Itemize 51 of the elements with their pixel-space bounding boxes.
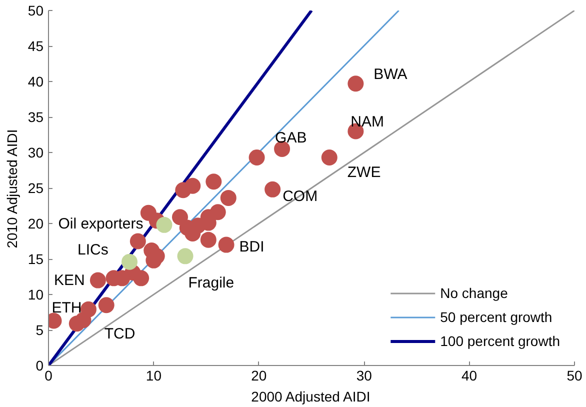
y-tick-label: 25: [28, 180, 44, 196]
annotation: Oil exporters: [58, 215, 144, 232]
y-tick-label: 45: [28, 38, 44, 54]
annotation: BWA: [374, 66, 408, 84]
point: [98, 297, 114, 314]
annotation: KEN: [54, 272, 85, 289]
x-tick-label: 50: [566, 368, 582, 384]
point: [156, 216, 172, 233]
annotation: TCD: [104, 326, 136, 343]
y-tick-label: 40: [28, 74, 44, 90]
point: [122, 254, 138, 270]
annotation: LICs: [78, 241, 108, 258]
x-tick-label: 30: [356, 368, 372, 384]
annotation: BDI: [239, 238, 264, 256]
y-tick-label: 15: [28, 251, 44, 267]
y-tick-label: 5: [36, 322, 44, 338]
y-tick-label: 35: [28, 109, 44, 125]
point: [248, 149, 265, 166]
annotation: NAM: [350, 114, 384, 131]
legend-label: 50 percent growth: [440, 309, 552, 325]
point: [172, 209, 188, 226]
point: [90, 272, 106, 288]
point: [220, 190, 236, 206]
y-tick-label: 30: [28, 144, 44, 160]
x-axis-title: 2000 Adjusted AIDI: [251, 388, 370, 404]
y-axis-title: 2010 Adjusted AIDI: [4, 129, 20, 248]
annotation: GAB: [275, 129, 307, 146]
point: [75, 312, 92, 328]
point: [348, 76, 364, 92]
x-tick-label: 20: [251, 368, 267, 384]
point: [133, 270, 150, 286]
point: [130, 233, 146, 250]
legend-label: 100 percent growth: [440, 333, 560, 349]
point: [175, 182, 192, 198]
point: [218, 236, 234, 253]
point: [200, 232, 216, 248]
point: [206, 174, 222, 190]
y-tick-label: 20: [28, 216, 44, 232]
x-tick-label: 10: [146, 368, 162, 384]
annotation: ZWE: [347, 164, 381, 181]
point: [321, 149, 338, 166]
point: [177, 248, 194, 264]
y-tick-label: 0: [36, 358, 44, 374]
x-tick-label: 40: [462, 368, 478, 384]
annotation: COM: [282, 188, 318, 205]
annotation: Fragile: [188, 274, 234, 292]
legend-label: No change: [440, 285, 508, 301]
annotation: ETH: [52, 299, 82, 316]
y-tick-label: 10: [28, 286, 44, 302]
y-tick-label: 50: [28, 2, 44, 18]
point: [264, 181, 281, 198]
